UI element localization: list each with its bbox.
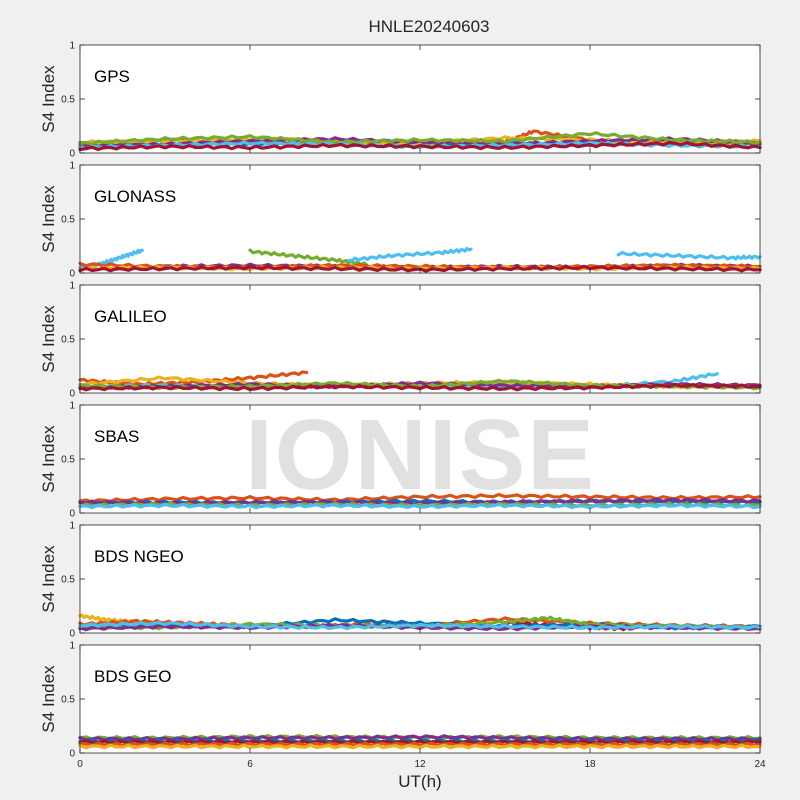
y-tick-label-glonass: 0 bbox=[69, 269, 75, 280]
y-tick-label-galileo: 0.5 bbox=[61, 335, 75, 346]
series-line-glonass-3 bbox=[347, 246, 473, 262]
y-tick-label-gps: 1 bbox=[69, 41, 75, 52]
figure-title: HNLE20240603 bbox=[368, 17, 490, 36]
series-line-glonass-4 bbox=[616, 250, 762, 261]
panel-label-galileo: GALILEO bbox=[94, 307, 167, 326]
plot-area-gps bbox=[80, 45, 760, 153]
y-axis-label-galileo: S4 Index bbox=[39, 305, 58, 373]
y-tick-label-gps: 0 bbox=[69, 149, 75, 160]
y-tick-label-gps: 0.5 bbox=[61, 95, 75, 106]
panel-label-bds-ngeo: BDS NGEO bbox=[94, 547, 184, 566]
y-tick-label-galileo: 1 bbox=[69, 281, 75, 292]
y-tick-label-bds-geo: 1 bbox=[69, 641, 75, 652]
plot-area-glonass bbox=[80, 165, 760, 273]
y-tick-label-glonass: 0.5 bbox=[61, 215, 75, 226]
y-axis-label-sbas: S4 Index bbox=[39, 425, 58, 493]
y-tick-label-galileo: 0 bbox=[69, 389, 75, 400]
y-tick-label-bds-ngeo: 1 bbox=[69, 521, 75, 532]
series-line-gps-7 bbox=[78, 140, 762, 152]
series-line-bds-geo-6 bbox=[78, 743, 762, 750]
plot-area-galileo bbox=[80, 285, 760, 393]
series-line-sbas-1 bbox=[78, 492, 762, 504]
y-tick-label-bds-ngeo: 0 bbox=[69, 629, 75, 640]
y-tick-label-bds-ngeo: 0.5 bbox=[61, 575, 75, 586]
y-tick-label-glonass: 1 bbox=[69, 161, 75, 172]
x-axis-label: UT(h) bbox=[398, 772, 442, 791]
series-line-bds-ngeo-7 bbox=[78, 620, 762, 631]
y-axis-label-bds-geo: S4 Index bbox=[39, 665, 58, 733]
y-tick-label-bds-geo: 0 bbox=[69, 749, 75, 760]
y-tick-label-bds-geo: 0.5 bbox=[61, 695, 75, 706]
plot-area-bds-ngeo bbox=[80, 525, 760, 633]
series-line-sbas-5 bbox=[78, 502, 762, 510]
series-line-bds-geo-2 bbox=[78, 734, 762, 742]
panel-label-glonass: GLONASS bbox=[94, 187, 176, 206]
plot-area-sbas bbox=[80, 405, 760, 513]
x-tick-label: 24 bbox=[754, 759, 766, 770]
panel-label-sbas: SBAS bbox=[94, 427, 139, 446]
panel-label-bds-geo: BDS GEO bbox=[94, 667, 171, 686]
y-tick-label-sbas: 0.5 bbox=[61, 455, 75, 466]
x-tick-label: 6 bbox=[247, 759, 253, 770]
x-tick-label: 18 bbox=[584, 759, 596, 770]
plot-area-bds-geo bbox=[80, 645, 760, 753]
y-axis-label-glonass: S4 Index bbox=[39, 185, 58, 253]
x-tick-label: 12 bbox=[414, 759, 426, 770]
y-axis-label-bds-ngeo: S4 Index bbox=[39, 545, 58, 613]
panel-label-gps: GPS bbox=[94, 67, 130, 86]
y-axis-label-gps: S4 Index bbox=[39, 65, 58, 133]
y-tick-label-sbas: 0 bbox=[69, 509, 75, 520]
y-tick-label-sbas: 1 bbox=[69, 401, 75, 412]
x-tick-label: 0 bbox=[77, 759, 83, 770]
series-line-gps-5 bbox=[78, 131, 762, 146]
